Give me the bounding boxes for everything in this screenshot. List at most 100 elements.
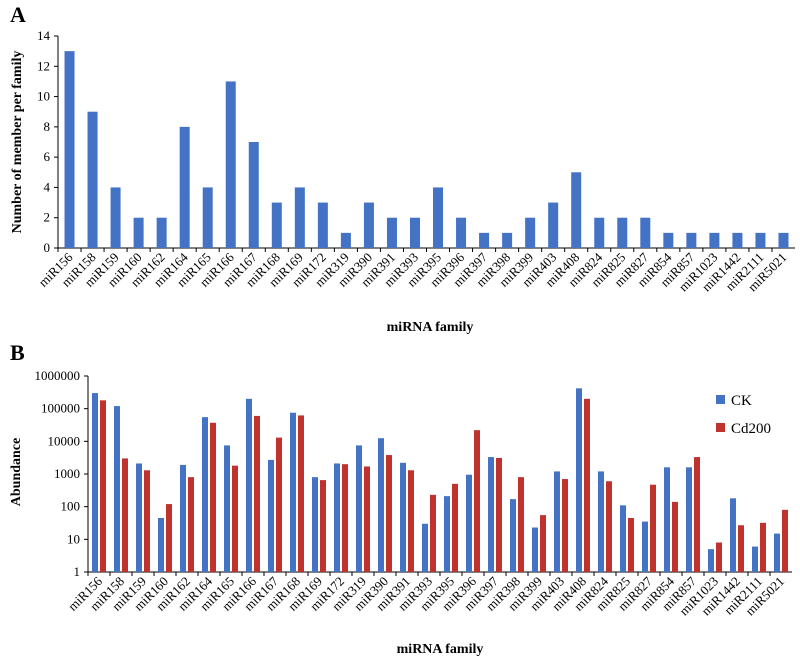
bar-cd200 (672, 501, 678, 572)
panel-a-bars (64, 51, 789, 249)
panel-b-y-axis-label: Abundance (9, 438, 24, 506)
bar-cd200 (122, 458, 128, 572)
bar (525, 217, 536, 248)
bar-ck (312, 477, 318, 572)
panel-a-x-axis-label: miRNA family (387, 320, 474, 335)
y-tick-label: 0 (44, 240, 51, 255)
bar-cd200 (386, 455, 392, 572)
y-tick-label: 100 (61, 499, 81, 514)
bar (571, 172, 582, 248)
bar-cd200 (782, 509, 788, 572)
bar-cd200 (210, 422, 216, 572)
bar (340, 232, 351, 248)
panel-a-y-axis-label: Number of member per family (10, 51, 25, 234)
bar-ck (136, 463, 142, 572)
bar (617, 217, 628, 248)
bar-ck (114, 406, 120, 572)
bar-cd200 (452, 483, 458, 572)
bar-ck (774, 533, 780, 572)
bar-cd200 (760, 522, 766, 572)
bar-cd200 (540, 515, 546, 572)
panel-b-x-ticks: miR156miR158miR159miR160miR162miR164miR1… (65, 572, 787, 618)
bar-ck (576, 388, 582, 572)
bar-cd200 (408, 470, 414, 572)
bar-cd200 (298, 415, 304, 572)
y-tick-label: 1 (74, 564, 81, 579)
bar-ck (444, 496, 450, 572)
y-tick-label: 10 (37, 89, 50, 104)
bar-ck (356, 445, 362, 572)
bar-ck (268, 459, 274, 572)
bar-cd200 (144, 470, 150, 572)
bar (456, 217, 467, 248)
legend-swatch-cd200 (716, 423, 725, 432)
bar (548, 202, 559, 248)
bar-cd200 (496, 457, 502, 572)
bar-cd200 (100, 400, 106, 572)
bar (87, 111, 98, 248)
y-tick-label: 2 (44, 210, 51, 225)
bar-cd200 (606, 481, 612, 572)
bar-ck (532, 527, 538, 572)
panel-b-label: B (10, 340, 25, 365)
bar-cd200 (430, 494, 436, 572)
bar (709, 232, 720, 248)
bar-cd200 (716, 542, 722, 572)
y-tick-label: 1000000 (35, 368, 81, 383)
bar-cd200 (584, 398, 590, 572)
panel-a-x-ticks: miR156miR158miR159miR160miR162miR164miR1… (35, 248, 790, 294)
bar-ck (202, 417, 208, 572)
bar-ck (92, 393, 98, 572)
bar-cd200 (562, 479, 568, 572)
bar (271, 202, 282, 248)
bar-ck (334, 463, 340, 572)
bar-cd200 (276, 437, 282, 572)
bar (640, 217, 651, 248)
bar-cd200 (364, 466, 370, 572)
bar-ck (246, 398, 252, 572)
panel-b-y-ticks: 1 10 100 1000 10000 100000 1000000 (35, 368, 88, 579)
bar (317, 202, 328, 248)
panel-b-bars (92, 388, 788, 572)
bar (386, 217, 397, 248)
bar (225, 81, 236, 248)
bar-cd200 (254, 415, 260, 572)
bar (133, 217, 144, 248)
y-tick-label: 6 (44, 149, 51, 164)
legend-label-cd200: Cd200 (731, 421, 771, 437)
bar (64, 51, 75, 249)
bar (294, 187, 305, 248)
bar-ck (290, 412, 296, 572)
bar-ck (620, 505, 626, 572)
panel-a-label: A (10, 2, 26, 27)
panel-a-chart: A 0 2 4 6 8 10 12 14 miR156miR158miR159miR160mi… (10, 2, 795, 335)
bar (156, 217, 167, 248)
bar (433, 187, 444, 248)
legend-label-ck: CK (731, 393, 752, 409)
bar-ck (730, 498, 736, 572)
y-tick-label: 1000 (54, 466, 80, 481)
bar (755, 232, 766, 248)
bar-ck (488, 457, 494, 572)
bar-ck (554, 471, 560, 572)
bar-cd200 (518, 477, 524, 572)
bar-ck (510, 499, 516, 572)
bar-cd200 (650, 484, 656, 572)
bar-cd200 (474, 430, 480, 572)
bar-ck (400, 462, 406, 572)
bar (179, 126, 190, 248)
bar-cd200 (320, 480, 326, 572)
bar-cd200 (188, 477, 194, 572)
bar-ck (708, 549, 714, 572)
bar (778, 232, 789, 248)
bar (732, 232, 743, 248)
bar-ck (466, 474, 472, 572)
bar (594, 217, 605, 248)
bar-ck (642, 521, 648, 572)
panel-b-x-axis-label: miRNA family (397, 642, 484, 657)
bar-ck (686, 467, 692, 572)
bar (686, 232, 697, 248)
bar-ck (378, 438, 384, 572)
bar-ck (598, 471, 604, 572)
y-tick-label: 4 (44, 179, 51, 194)
